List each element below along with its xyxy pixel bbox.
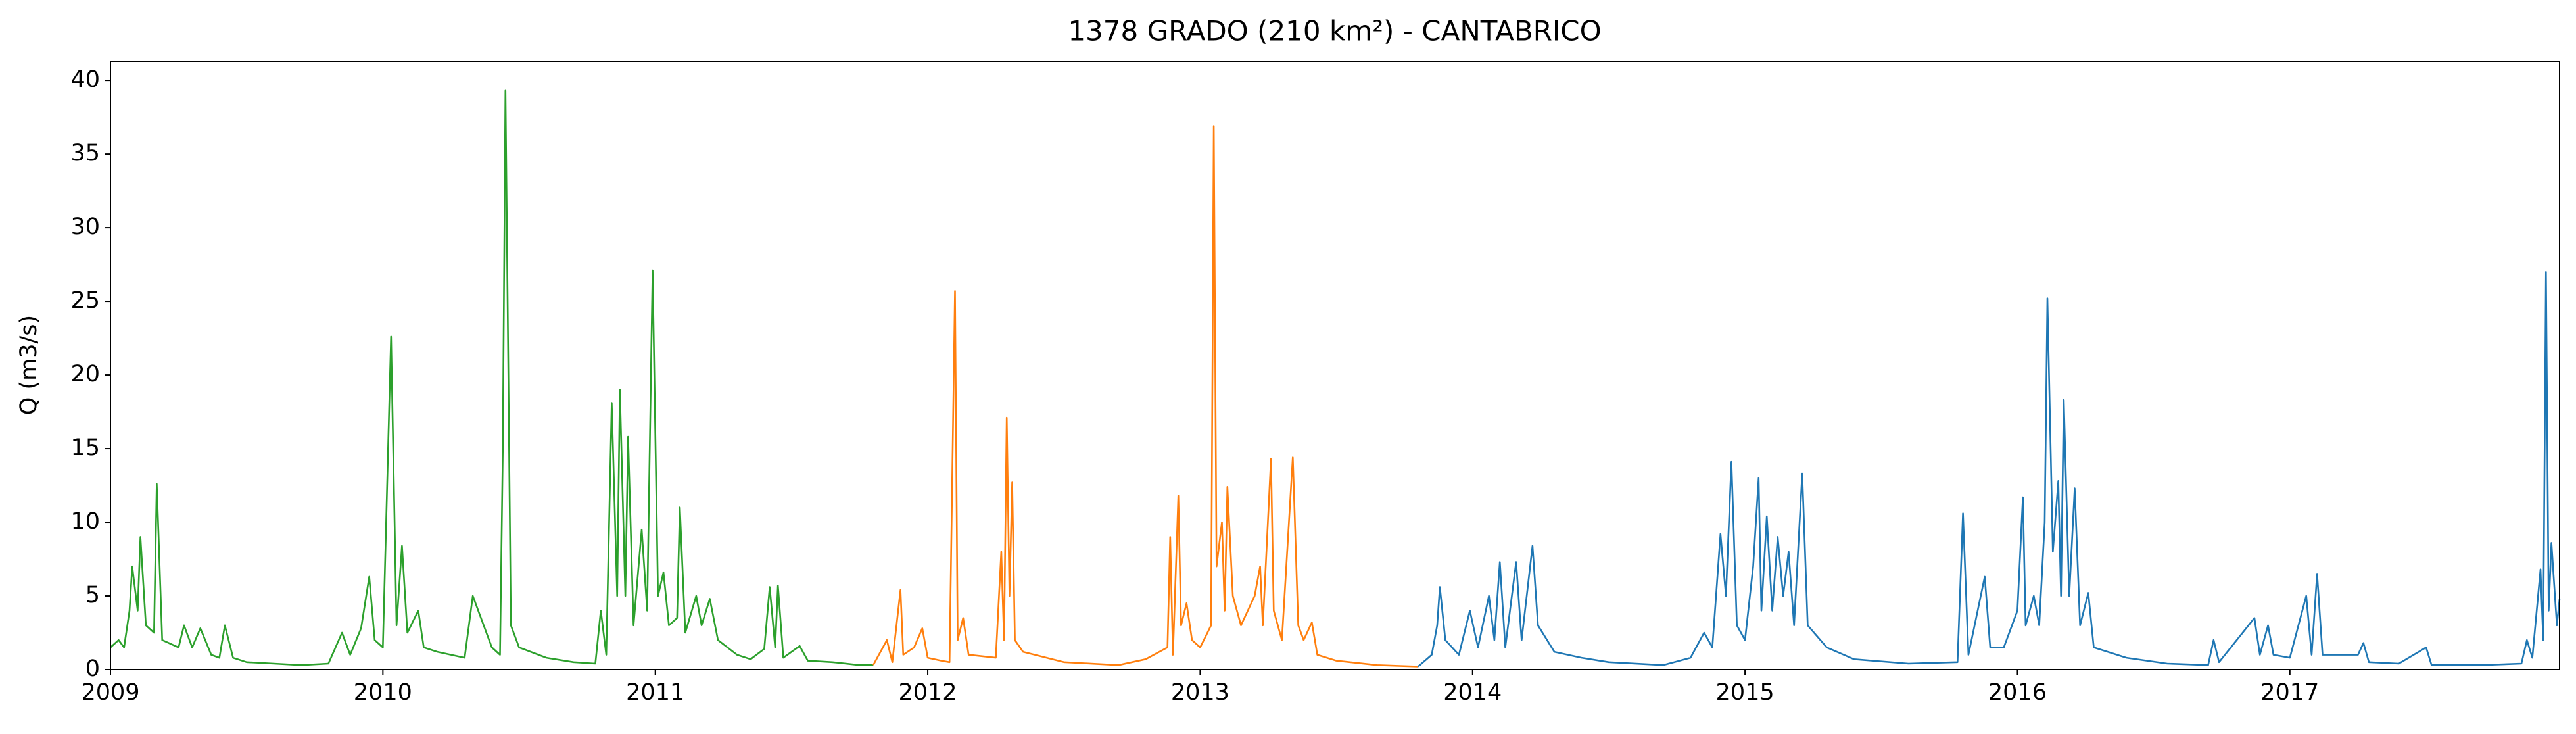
x-tick-label: 2014: [1443, 679, 1502, 706]
series-line: [110, 89, 874, 666]
series-line: [872, 125, 1418, 668]
y-tick-label: 5: [85, 582, 100, 608]
x-tick-label: 2009: [81, 679, 139, 706]
x-tick-label: 2012: [899, 679, 957, 706]
x-tick-label: 2017: [2260, 679, 2319, 706]
y-tick-label: 10: [70, 508, 100, 535]
x-tick-label: 2015: [1716, 679, 1775, 706]
plot-frame: [110, 61, 2560, 670]
x-tick-label: 2011: [626, 679, 684, 706]
y-axis-label: Q (m3/s): [16, 315, 42, 415]
y-tick-label: 35: [70, 140, 100, 166]
y-tick-label: 40: [70, 66, 100, 93]
y-tick-label: 15: [70, 435, 100, 461]
y-tick-label: 20: [70, 361, 100, 387]
y-tick-label: 0: [85, 656, 100, 682]
y-tick-label: 30: [70, 214, 100, 240]
chart-title: 1378 GRADO (210 km²) - CANTABRICO: [1068, 15, 1601, 47]
x-tick-label: 2013: [1171, 679, 1229, 706]
series-line: [1418, 271, 2561, 668]
x-tick-label: 2010: [354, 679, 412, 706]
y-tick-label: 25: [70, 287, 100, 314]
x-tick-label: 2016: [1988, 679, 2047, 706]
